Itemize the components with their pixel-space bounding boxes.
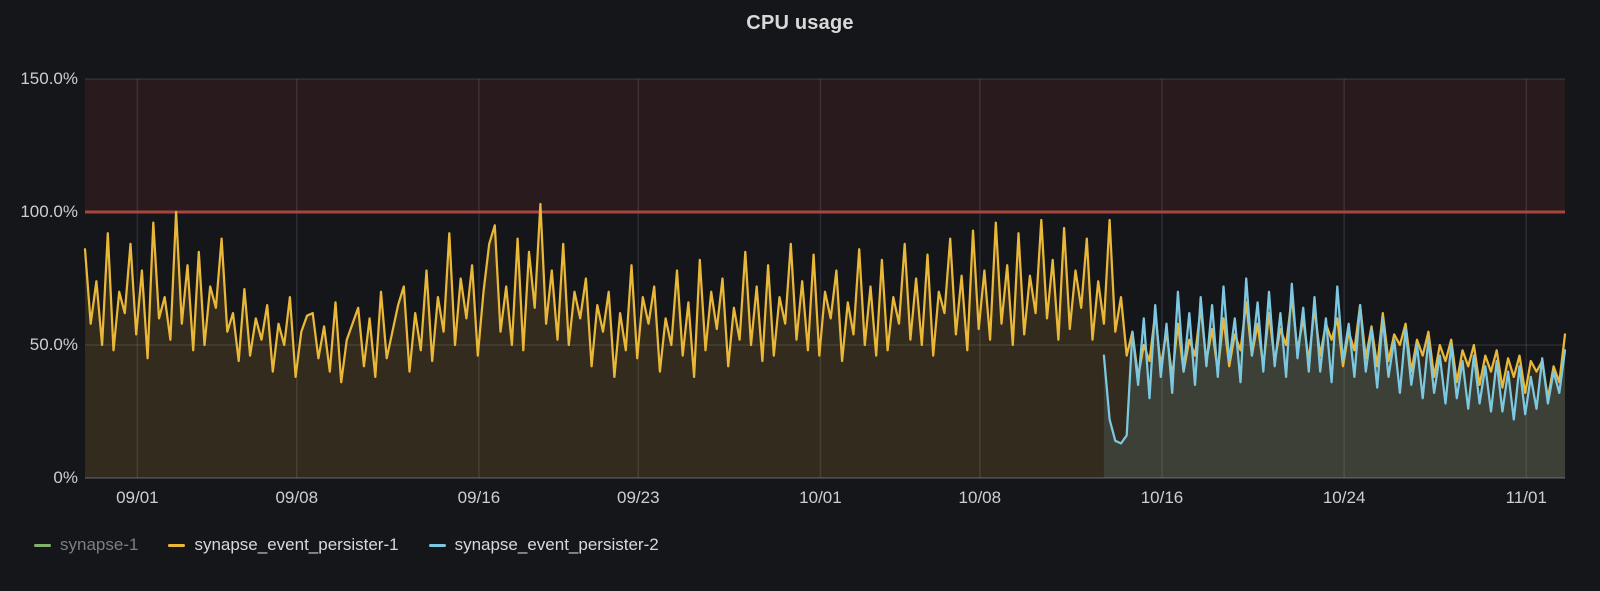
x-tick-label: 10/24 — [1322, 488, 1366, 507]
x-tick-label: 09/01 — [116, 488, 159, 507]
y-tick-label: 0% — [53, 468, 78, 487]
legend-series-dash-icon — [428, 543, 446, 547]
legend-item-synapse_event_persister-2[interactable]: synapse_event_persister-2 — [428, 535, 659, 555]
y-tick-label: 100.0% — [20, 202, 78, 221]
legend-series-dash-icon — [168, 543, 186, 547]
x-tick-label: 09/08 — [275, 488, 319, 507]
y-tick-label: 50.0% — [29, 335, 78, 354]
legend-item-synapse-1[interactable]: synapse-1 — [34, 535, 138, 555]
series-fill-synapse_event_persister-1 — [85, 204, 1565, 478]
legend: synapse-1 synapse_event_persister-1 synaps… — [34, 535, 659, 555]
y-tick-label: 150.0% — [20, 69, 78, 88]
legend-series-dash-icon — [34, 543, 51, 547]
legend-series-label: synapse_event_persister-1 — [194, 535, 399, 554]
threshold-band — [85, 79, 1565, 212]
panel-title: CPU usage — [746, 12, 854, 34]
legend-series-label: synapse-1 — [60, 535, 139, 554]
x-tick-label: 10/08 — [958, 488, 1002, 507]
series-line-synapse_event_persister-2 — [1102, 277, 1567, 445]
x-tick-label: 10/16 — [1140, 488, 1184, 507]
legend-item-synapse_event_persister-1[interactable]: synapse_event_persister-1 — [168, 535, 399, 555]
series-fill-synapse_event_persister-2 — [1103, 278, 1565, 478]
x-tick-label: 11/01 — [1505, 488, 1547, 507]
x-tick-label: 10/01 — [799, 488, 842, 507]
x-tick-label: 09/16 — [457, 488, 501, 507]
legend-series-label: synapse_event_persister-2 — [454, 535, 659, 554]
x-tick-label: 09/23 — [617, 488, 660, 507]
